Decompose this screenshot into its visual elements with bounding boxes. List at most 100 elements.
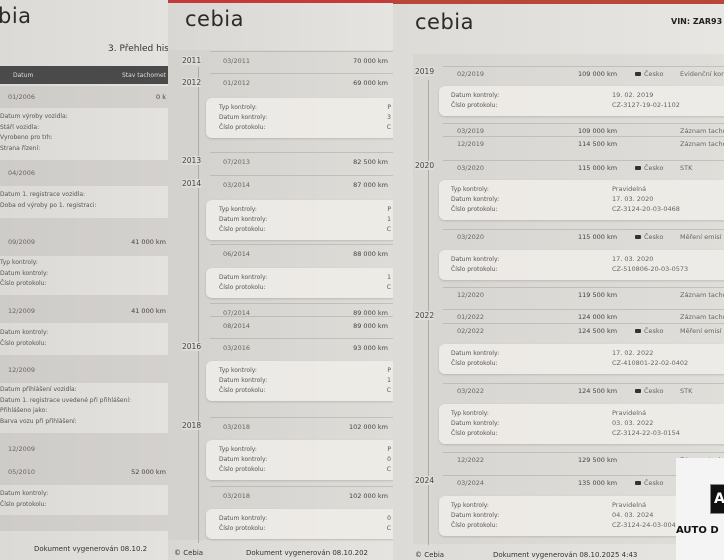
detail-label: Barva vozu při přihlášení: [0,417,77,425]
timeline-year: 2019 [415,67,435,76]
timeline-year: 2011 [182,56,202,65]
country-name: Česko [644,327,664,335]
row-divider [210,316,393,317]
detail-value: CZ-3124-20-03-0468 [612,205,680,213]
czech-map-icon [635,72,641,76]
entry-date: 12/2020 [457,291,485,299]
detail-label: Datum kontroly: [219,114,268,121]
detail-label: Stáří vozidla: [0,123,40,131]
section-title: 3. Přehled his [108,44,168,54]
country-name: Česko [644,479,664,487]
entry-km: 124 000 km [578,313,618,321]
dealer-watermark: A AUTO D [676,458,724,560]
detail-card: Datum kontroly: 0 Číslo protokolu: C [206,509,393,539]
row-divider [210,152,393,153]
report-page-right: cebia VIN: ZAR93 2019 2020 2022 2024 02/2019… [393,0,724,560]
row-band [0,433,168,485]
detail-label: Číslo protokolu: [0,280,47,288]
detail-label: Číslo protokolu: [219,525,266,532]
detail-value: 1 [387,216,391,223]
detail-value: Pravidelná [612,501,647,509]
detail-value: 3 [387,114,391,121]
entry-km: 109 000 km [578,127,618,135]
row-divider [210,73,393,74]
entry-km: 0 k [156,93,166,101]
entry-km: 119 500 km [578,291,618,299]
country-cell: Česko [635,327,663,335]
detail-value: 19. 02. 2019 [612,91,654,99]
detail-value: 04. 03. 2024 [612,511,654,519]
row-divider [210,51,393,52]
detail-card: Typ kontroly: P Datum kontroly: 3 Číslo prot… [206,98,393,138]
detail-value: C [386,387,391,394]
timeline-year: 2016 [182,342,202,351]
detail-label: Datum kontroly: [451,196,500,203]
report-page-left: bia 3. Přehled his Datum Stav tachomet 0… [0,0,168,560]
entry-type: Záznam tachome [680,140,724,148]
entry-date: 03/2011 [223,57,251,65]
entry-date: 02/2019 [457,70,485,78]
row-divider [443,123,724,124]
detail-value: 17. 02. 2022 [612,349,654,357]
detail-card: Typ kontroly: Pravidelná Datum kontroly: 17… [439,180,724,220]
timeline-year: 2022 [415,311,435,320]
row-divider [443,475,724,476]
detail-label: Typ kontroly: [219,104,257,111]
detail-value: CZ-3127-19-02-1102 [612,101,680,109]
entry-km: 124 500 km [578,327,618,335]
detail-value: P [387,104,391,111]
country-cell: Česko [635,233,663,241]
row-divider [443,452,724,453]
row-divider [443,383,724,384]
detail-value: P [387,367,391,374]
detail-label: Datum kontroly: [451,350,500,357]
entry-type: Měření emisí [680,233,722,241]
entry-km: 69 000 km [353,79,388,87]
timeline-year: 2024 [415,476,435,485]
detail-label: Datum 1. registrace uvedené při přihláše… [0,396,132,404]
entry-type: STK [680,387,693,395]
detail-label: Typ kontroly: [451,186,489,193]
entry-date: 07/2014 [223,309,251,317]
detail-label: Číslo protokolu: [219,466,266,473]
entry-date: 03/2022 [457,387,485,395]
detail-label: Datum kontroly: [219,515,268,522]
copyright: © Cebia [415,551,445,559]
row-band [0,295,168,323]
entry-km: 115 000 km [578,164,618,172]
detail-label: Číslo protokolu: [219,387,266,394]
detail-value: C [386,284,391,291]
entry-km: 93 000 km [353,344,388,352]
detail-label: Datum 1. registrace vozidla: [0,191,86,198]
detail-label: Datum kontroly: [219,377,268,384]
detail-label: Vyrobeno pro trh: [0,134,53,142]
table-header: Datum Stav tachomet [0,66,168,84]
row-band [0,86,168,108]
row-band [0,218,168,256]
detail-label: Typ kontroly: [219,367,257,374]
detail-label: Doba od výroby po 1. registraci: [0,201,97,209]
detail-label: Strana řízení: [0,144,41,152]
detail-label: Datum kontroly: [451,92,500,99]
detail-label: Číslo protokolu: [451,360,498,367]
detail-value: C [386,226,391,233]
detail-label: Číslo protokolu: [451,206,498,213]
country-name: Česko [644,387,664,395]
detail-label: Číslo protokolu: [0,500,47,508]
cebia-logo: bia [0,4,32,28]
entry-km: 135 000 km [578,479,618,487]
detail-label: Typ kontroly: [219,206,257,213]
vin-label: VIN: ZAR93 [671,17,723,26]
timeline-year: 2013 [182,156,202,165]
report-page-middle: cebia 2011 2012 2013 2014 2016 2018 03/2011 70 … [168,0,393,560]
detail-value: 17. 03. 2020 [612,195,654,203]
czech-map-icon [635,166,641,170]
entry-km: 124 500 km [578,387,618,395]
entry-date: 03/2014 [223,181,251,189]
entry-type: STK [680,164,693,172]
footer-generated: Dokument vygenerován 08.10.2025 4:43 [493,551,638,559]
country-name: Česko [644,233,664,241]
entry-date: 07/2013 [223,158,251,166]
detail-label: Datum kontroly: [219,216,268,223]
entry-date: 06/2014 [223,250,251,258]
